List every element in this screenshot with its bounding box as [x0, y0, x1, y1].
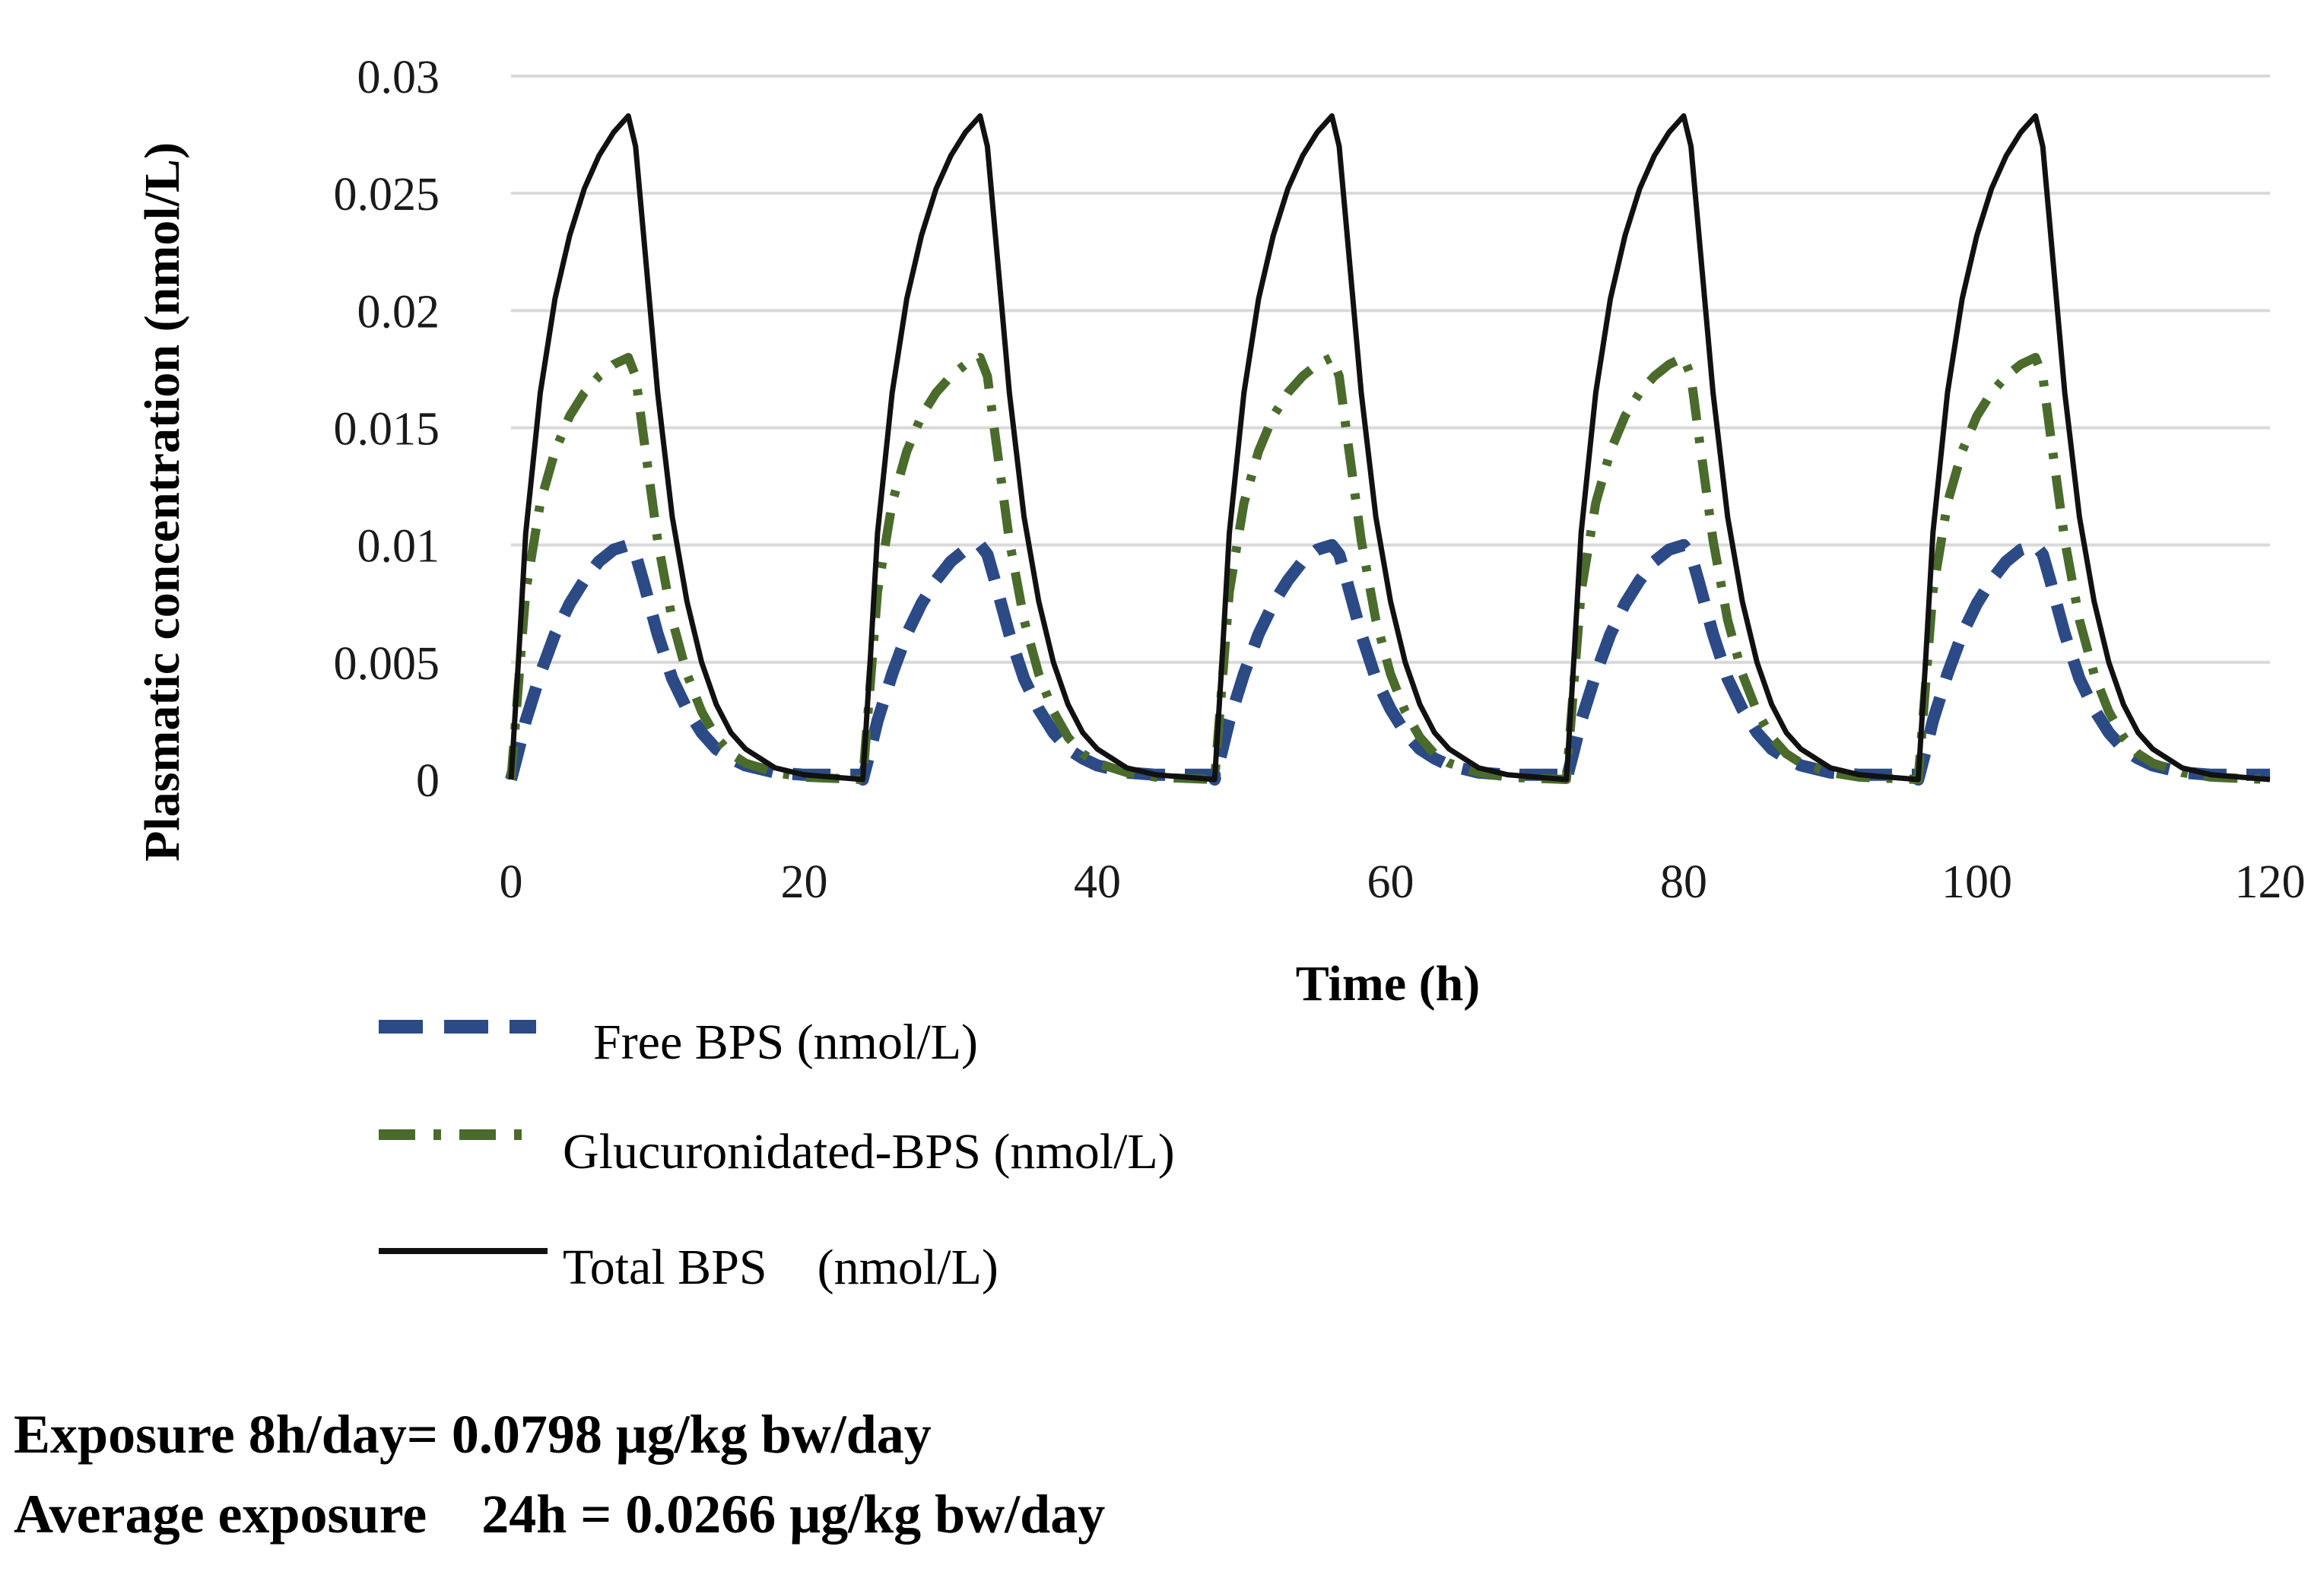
legend-label-free-bps: Free BPS (nmol/L) [593, 1015, 978, 1070]
series-line-total-bps [508, 113, 2271, 783]
legend-label-total-bps: Total BPS (nmol/L) [563, 1240, 998, 1295]
x-axis-title: Time (h) [1296, 956, 1481, 1011]
series-lines [505, 113, 2271, 786]
y-tick-label: 0.005 [334, 638, 440, 690]
exposure-note: Exposure 8h/day= 0.0798 μg/kg bw/day [14, 1404, 932, 1465]
y-tick-label: 0 [416, 755, 440, 807]
x-tick-label: 20 [781, 856, 828, 908]
y-axis-title: Plasmatic concentration (nmol/L) [135, 142, 190, 862]
legend-label-glucuronidated-bps: Glucuronidated-BPS (nmol/L) [563, 1124, 1175, 1180]
y-tick-label: 0.02 [357, 286, 440, 338]
legend: Free BPS (nmol/L) Glucuronidated-BPS (nm… [379, 1015, 1175, 1295]
y-tick-label: 0.015 [334, 404, 440, 456]
bps-concentration-chart: 0 0.005 0.01 0.015 0.02 0.025 0.03 0 20 40 60 80 10… [135, 52, 2306, 1295]
y-tick-label: 0.025 [334, 169, 440, 221]
x-tick-label: 40 [1074, 856, 1121, 908]
x-tick-label: 0 [500, 856, 523, 908]
y-tick-label: 0.03 [357, 52, 440, 103]
x-tick-label: 120 [2235, 856, 2306, 908]
gridlines [511, 75, 2270, 664]
x-tick-label: 100 [1941, 856, 2012, 908]
series-line-free-bps [505, 538, 2270, 786]
average-exposure-note: Average exposure 24h = 0.0266 μg/kg bw/d… [14, 1484, 1106, 1545]
x-axis-ticks: 0 20 40 60 80 100 120 [500, 856, 2306, 908]
series-line-glucuronidated-bps [506, 353, 2271, 784]
x-tick-label: 60 [1367, 856, 1414, 908]
y-tick-label: 0.01 [357, 521, 440, 573]
y-axis-ticks: 0 0.005 0.01 0.015 0.02 0.025 0.03 [334, 52, 440, 807]
x-tick-label: 80 [1660, 856, 1707, 908]
